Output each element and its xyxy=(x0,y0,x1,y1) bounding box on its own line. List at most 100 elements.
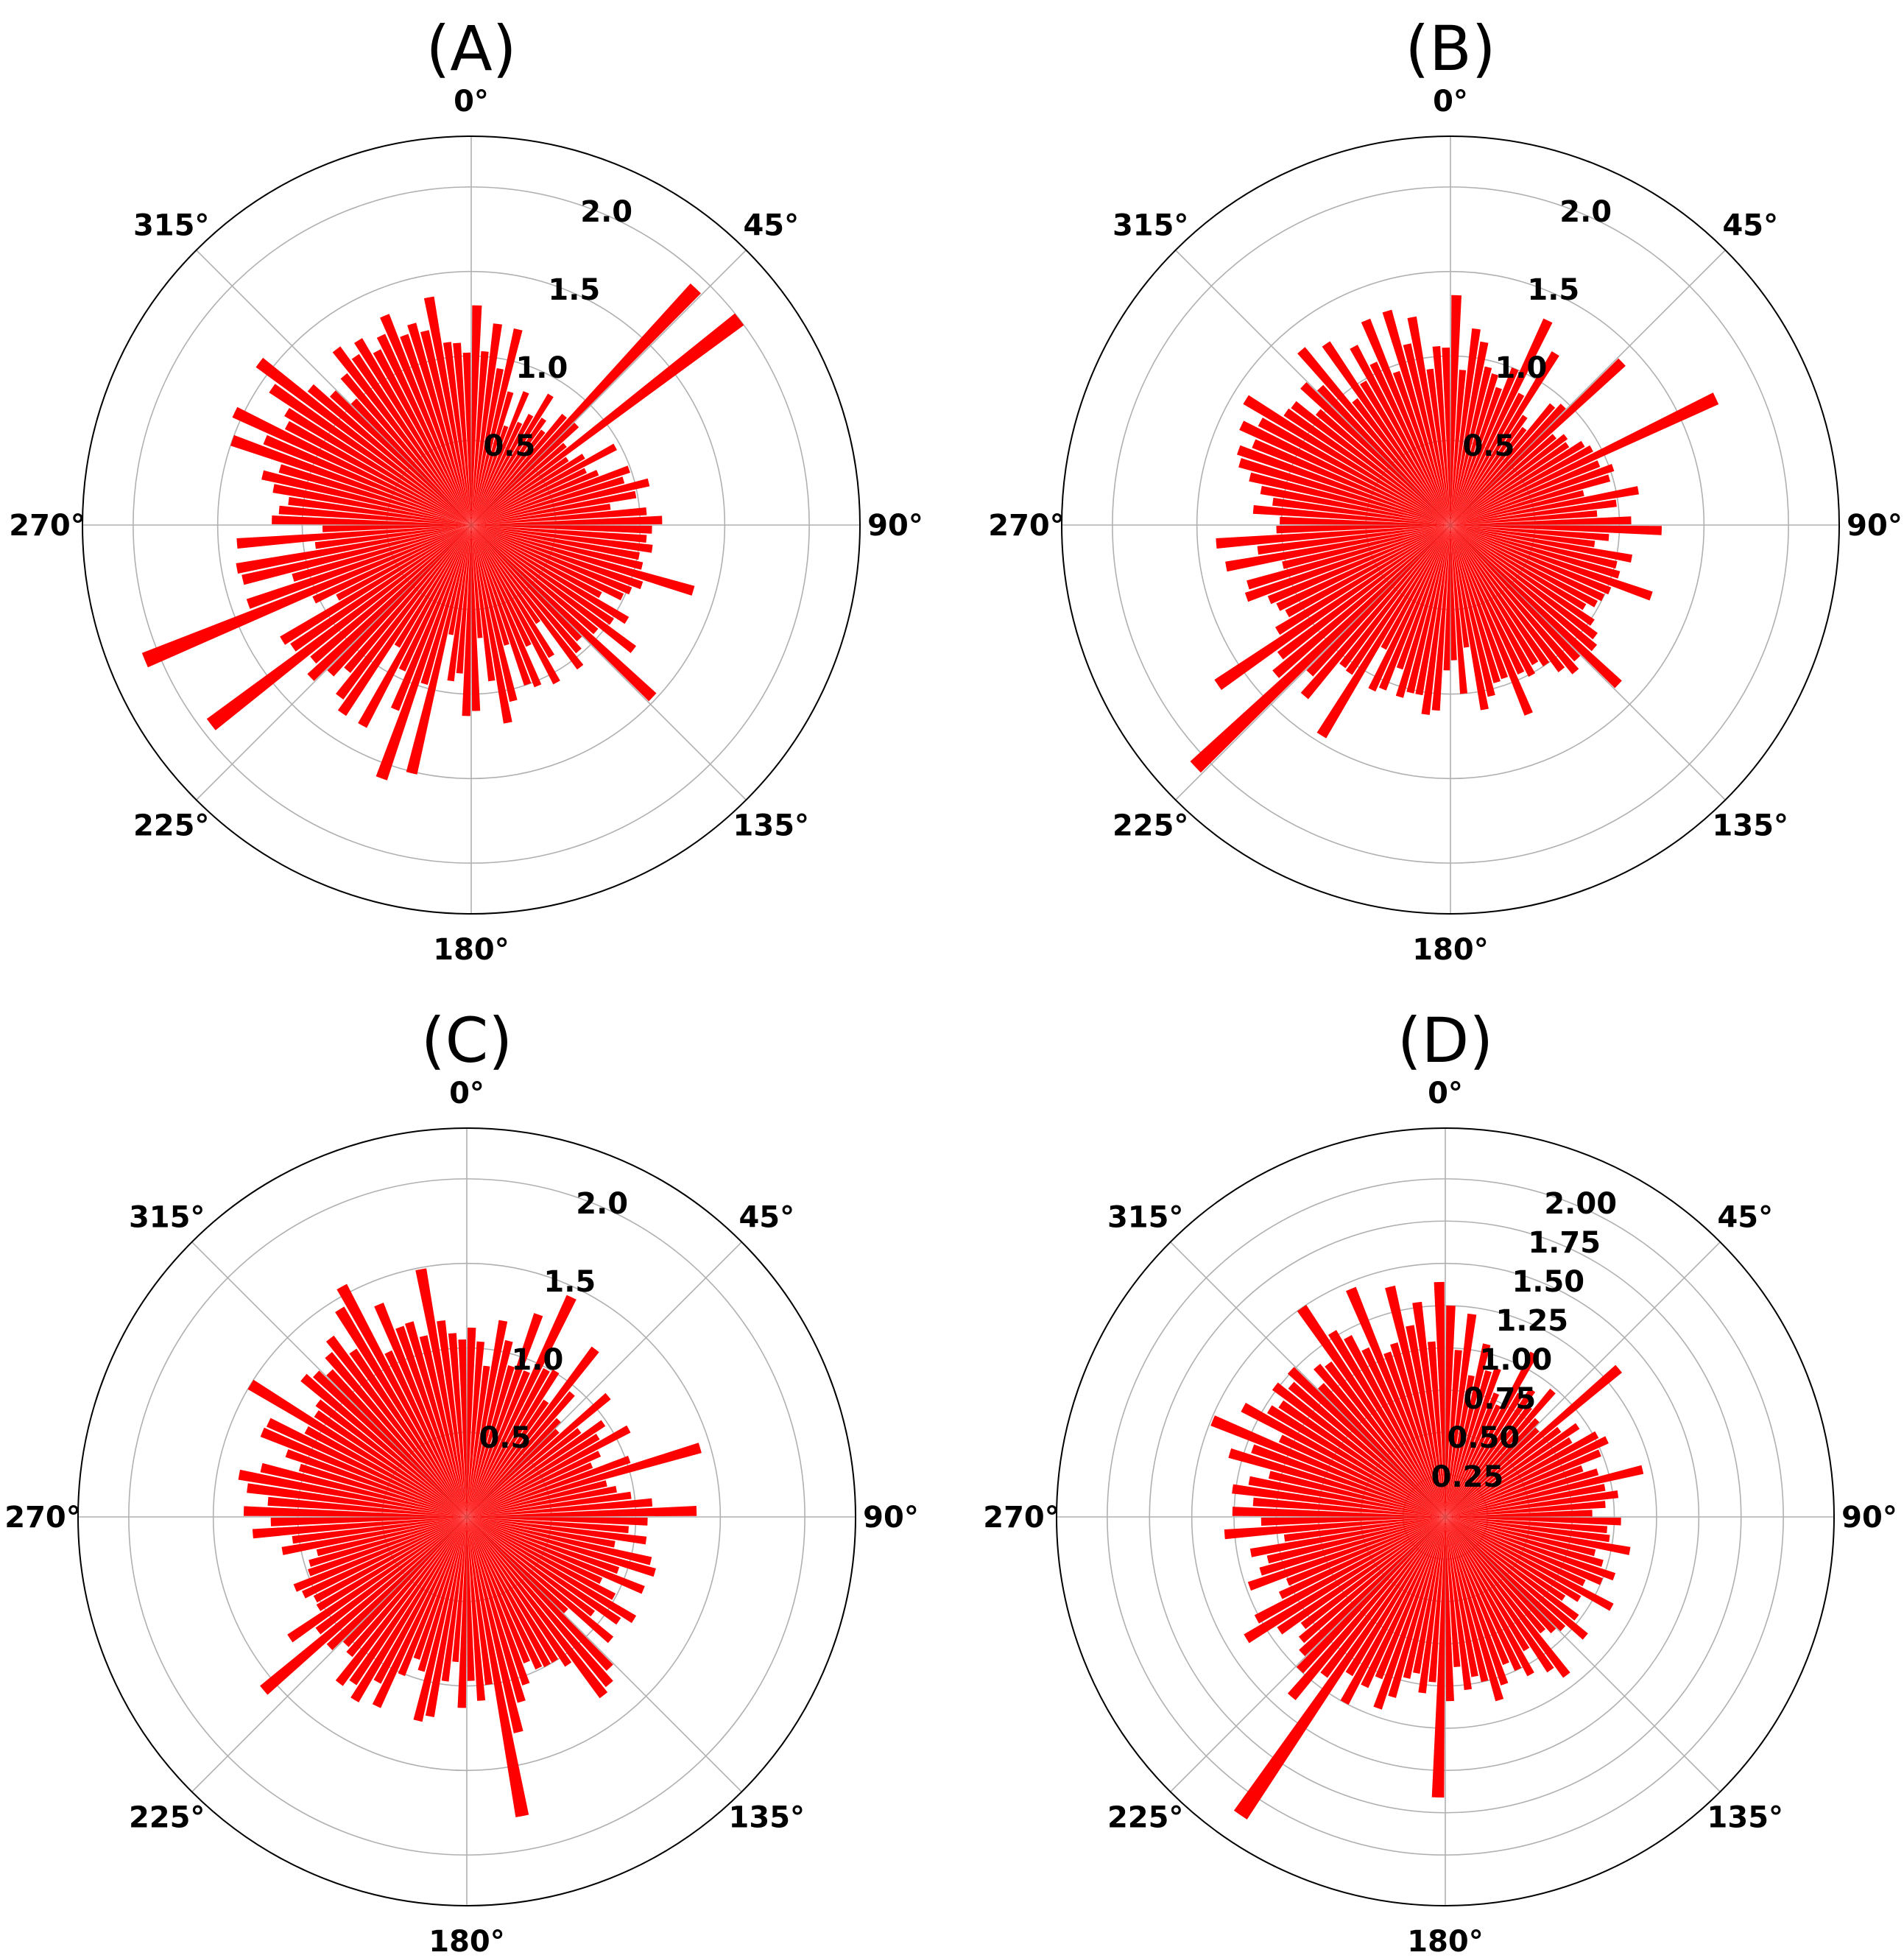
polar-bar xyxy=(467,1327,476,1517)
polar-bar xyxy=(302,1517,467,1599)
polar-bar xyxy=(467,1399,549,1517)
polar-bar xyxy=(1450,525,1489,711)
polar-bar xyxy=(1421,525,1450,715)
polar-bar xyxy=(471,478,650,525)
polar-bar xyxy=(1415,525,1450,696)
polar-bar xyxy=(467,1517,637,1624)
polar-bar xyxy=(269,384,471,525)
panel-title: (D) xyxy=(1397,1004,1493,1077)
polar-bar xyxy=(467,1517,572,1667)
theta-tick-label: 315° xyxy=(1113,209,1189,243)
polar-bar xyxy=(1233,1517,1445,1820)
polar-bar xyxy=(1238,458,1450,525)
polar-bar xyxy=(1450,525,1598,640)
polar-bar xyxy=(335,1306,467,1517)
polar-bar xyxy=(1445,1426,1562,1517)
polar-bar xyxy=(471,421,523,525)
radial-tick-label: 0.25 xyxy=(1431,1460,1504,1494)
polar-bar xyxy=(1450,373,1499,525)
polar-bar xyxy=(1412,1301,1445,1517)
polar-bar xyxy=(1450,525,1550,666)
theta-tick-label: 0° xyxy=(1428,1077,1463,1110)
polar-bar xyxy=(471,476,625,525)
polar-bar xyxy=(1445,1517,1616,1581)
polar-bar xyxy=(1445,1517,1509,1686)
polar-bar xyxy=(241,525,471,585)
polar-bar xyxy=(471,525,632,595)
polar-bar xyxy=(471,525,542,688)
polar-bar xyxy=(261,470,471,525)
theta-gridline xyxy=(196,250,472,526)
polar-bar xyxy=(1381,525,1450,650)
polar-bar xyxy=(425,1517,467,1717)
polar-bar xyxy=(326,1369,467,1517)
polar-bar xyxy=(1445,1370,1492,1517)
polar-bar xyxy=(272,484,471,525)
polar-bar xyxy=(1445,1465,1584,1517)
polar-bar xyxy=(415,1268,467,1517)
polar-bar xyxy=(1450,387,1502,525)
polar-bar xyxy=(1450,525,1536,677)
polar-bar xyxy=(1291,401,1450,525)
radial-tick-label: 2.0 xyxy=(576,1187,628,1221)
polar-bar xyxy=(310,525,471,664)
polar-bar xyxy=(1247,1517,1445,1591)
polar-bar xyxy=(390,525,471,711)
polar-bar xyxy=(308,1517,467,1567)
polar-bar xyxy=(471,423,579,525)
polar-bar xyxy=(471,525,481,711)
polar-bar xyxy=(471,525,644,590)
polar-bar xyxy=(255,357,471,525)
polar-bar xyxy=(1450,525,1587,610)
polar-bar xyxy=(471,504,611,525)
polar-bar xyxy=(1248,1476,1445,1517)
polar-bar xyxy=(467,1517,530,1686)
polar-bar xyxy=(1239,420,1450,525)
polar-bar xyxy=(1267,525,1450,605)
polar-bar xyxy=(1266,1517,1445,1564)
polar-bar xyxy=(1369,362,1450,525)
polar-bar xyxy=(1445,1517,1530,1652)
polar-bar xyxy=(467,1517,614,1644)
polar-bar xyxy=(1282,525,1450,569)
radial-gridline xyxy=(381,1431,552,1602)
polar-bar xyxy=(467,1434,600,1517)
polar-bar xyxy=(1445,1405,1532,1517)
theta-tick-label: 135° xyxy=(1707,1800,1784,1834)
polar-bar xyxy=(1306,525,1450,677)
polar-bar xyxy=(467,1517,486,1701)
polar-bar xyxy=(467,1391,575,1517)
polar-bar xyxy=(350,1517,467,1702)
bars xyxy=(1190,295,1719,773)
polar-bar xyxy=(467,1517,595,1617)
theta-gridline xyxy=(1450,524,1726,800)
polar-bar xyxy=(1443,525,1450,671)
polar-bar xyxy=(467,1517,559,1663)
polar-bar xyxy=(1431,1517,1445,1798)
theta-gridline xyxy=(1175,524,1451,800)
polar-bar xyxy=(1445,1313,1477,1517)
theta-tick-label: 45° xyxy=(1717,1201,1773,1235)
panel-d: (D) 0° 45° 90° 135° 180° 225° 270° 315° 0.25 0.50… xyxy=(983,1004,1897,1958)
polar-bar xyxy=(471,429,546,525)
polar-bar xyxy=(467,1517,656,1577)
polar-bar xyxy=(1395,525,1450,698)
polar-bar xyxy=(1445,1431,1599,1517)
polar-bar xyxy=(1445,1392,1523,1517)
polar-bar xyxy=(1445,1517,1570,1678)
theta-tick-label: 135° xyxy=(1713,809,1789,842)
polar-bar xyxy=(467,1295,577,1517)
polar-bar xyxy=(327,525,471,677)
polar-bar xyxy=(467,1485,617,1517)
theta-tick-label: 225° xyxy=(1107,1800,1184,1834)
polar-bar xyxy=(1450,426,1527,525)
polar-bar xyxy=(307,525,471,681)
polar-bar xyxy=(471,368,504,525)
polar-bar xyxy=(349,1348,467,1517)
polar-bar xyxy=(1432,346,1450,525)
polar-bar xyxy=(1243,395,1450,525)
polar-bar xyxy=(406,525,471,775)
polar-bar xyxy=(298,1463,467,1517)
polar-bar xyxy=(1216,525,1450,549)
polar-bar xyxy=(316,1517,467,1611)
